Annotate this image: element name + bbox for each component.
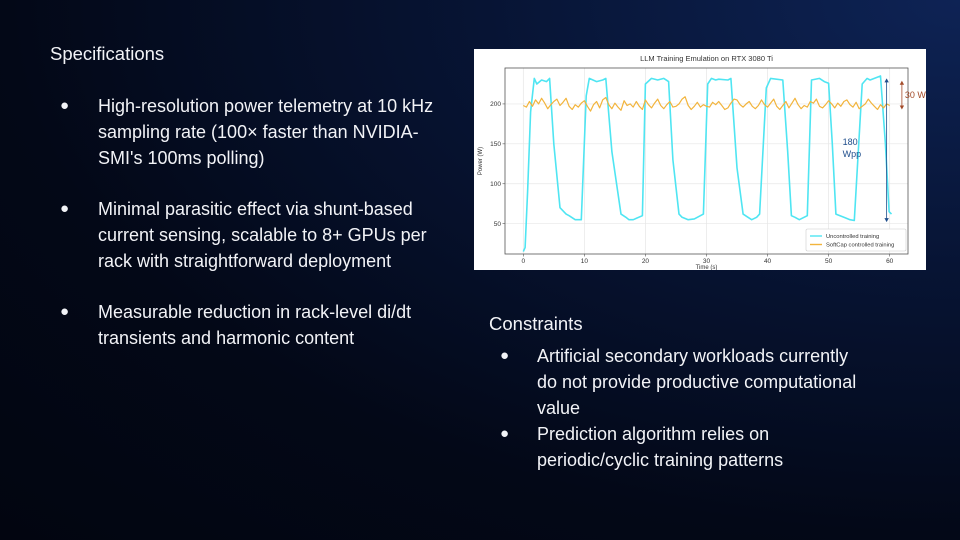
annotation-label: 180: [843, 137, 858, 147]
y-tick-label: 100: [490, 181, 501, 188]
spec-item-text: Measurable reduction in rack-level di/dt…: [98, 302, 412, 348]
power-chart: LLM Training Emulation on RTX 3080 Ti 0 10…: [474, 49, 926, 270]
spec-item-text: Minimal parasitic effect via shunt-based…: [98, 199, 427, 271]
bullet-icon: ●: [60, 303, 70, 320]
constraint-item: ● Artificial secondary workloads currentl…: [500, 343, 860, 421]
bullet-icon: ●: [500, 425, 510, 442]
y-tick-label: 50: [494, 221, 502, 228]
annotation-arrow-head: [899, 105, 905, 110]
spec-item: ● Minimal parasitic effect via shunt-base…: [60, 196, 455, 274]
annotation-arrow-head: [899, 80, 905, 85]
legend-label: SoftCap controlled training: [826, 243, 894, 249]
x-tick-label: 20: [642, 258, 650, 265]
constraint-item-text: Artificial secondary workloads currently…: [537, 346, 857, 418]
annotation-arrow-head: [884, 78, 889, 83]
spec-item: ● Measurable reduction in rack-level di/d…: [60, 299, 455, 351]
y-axis-label: Power (W): [478, 147, 484, 175]
y-tick-label: 150: [490, 141, 501, 148]
x-tick-label: 0: [522, 258, 526, 265]
x-tick-label: 10: [581, 258, 589, 265]
y-tick-label: 200: [490, 101, 501, 108]
constraint-item: ● Prediction algorithm relies on periodic…: [500, 421, 860, 473]
constraint-item-text: Prediction algorithm relies on periodic/…: [537, 424, 784, 470]
bullet-icon: ●: [60, 97, 70, 114]
constraints-heading: Constraints: [489, 313, 583, 334]
x-tick-label: 40: [764, 258, 772, 265]
specifications-list: ● High-resolution power telemetry at 10 k…: [60, 93, 455, 376]
spec-item-text: High-resolution power telemetry at 10 kH…: [98, 96, 434, 168]
uncontrolled-series-line: [522, 75, 893, 252]
power-chart-svg: LLM Training Emulation on RTX 3080 Ti 0 10…: [478, 54, 926, 270]
legend-label: Uncontrolled training: [826, 234, 879, 240]
x-tick-label: 30: [703, 258, 711, 265]
annotation-label: Wpp: [843, 149, 862, 159]
specifications-heading: Specifications: [50, 43, 165, 64]
chart-title: LLM Training Emulation on RTX 3080 Ti: [640, 54, 773, 63]
x-axis-label: Time (s): [696, 265, 718, 270]
bullet-icon: ●: [60, 200, 70, 217]
legend-box: [805, 228, 907, 252]
x-tick-label: 60: [886, 258, 894, 265]
annotation-arrow-head: [884, 218, 889, 223]
x-tick-label: 50: [825, 258, 833, 265]
bullet-icon: ●: [500, 347, 510, 364]
annotation-label: 30 Wpp: [905, 90, 926, 100]
softcap-series-line: [523, 96, 890, 112]
spec-item: ● High-resolution power telemetry at 10 k…: [60, 93, 455, 171]
constraints-list: ● Artificial secondary workloads currentl…: [500, 343, 860, 473]
